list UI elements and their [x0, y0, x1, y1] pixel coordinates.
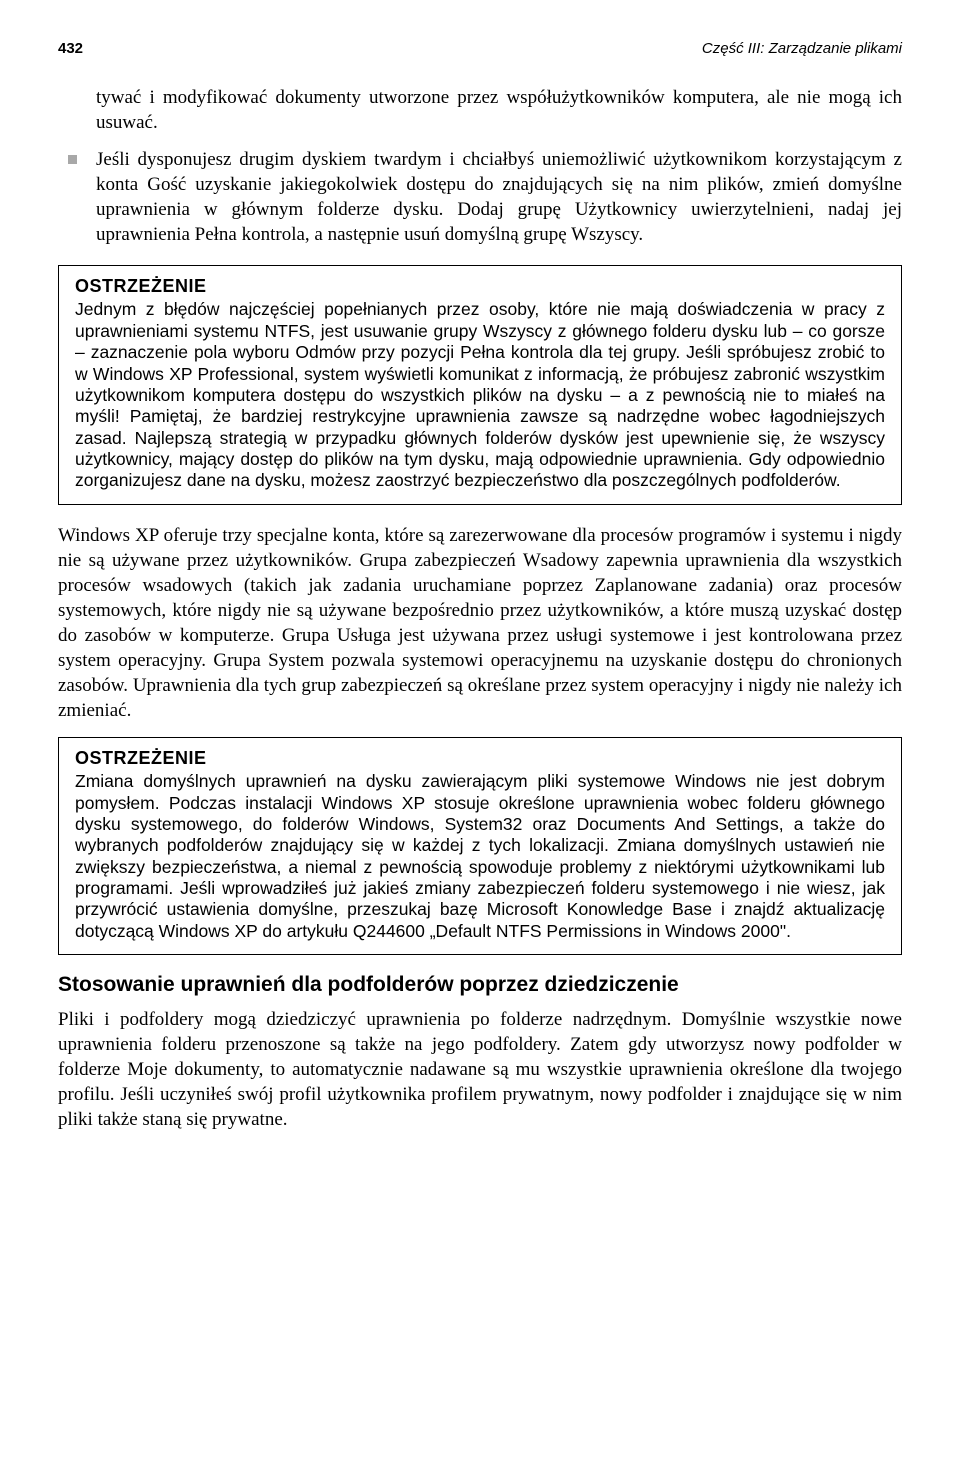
body-paragraph: Pliki i podfoldery mogą dziedziczyć upra… — [58, 1007, 902, 1132]
warning-title: OSTRZEŻENIE — [75, 748, 885, 769]
warning-title: OSTRZEŻENIE — [75, 276, 885, 297]
square-bullet-icon — [68, 155, 77, 164]
running-head: Część III: Zarządzanie plikami — [702, 40, 902, 57]
page-number: 432 — [58, 40, 83, 57]
page-container: 432 Część III: Zarządzanie plikami tywać… — [0, 0, 960, 1184]
warning-box-1: OSTRZEŻENIE Jednym z błędów najczęściej … — [58, 265, 902, 504]
warning-box-2: OSTRZEŻENIE Zmiana domyślnych uprawnień … — [58, 737, 902, 955]
warning-body: Zmiana domyślnych uprawnień na dysku zaw… — [75, 771, 885, 942]
bullet-item: Jeśli dysponujesz drugim dyskiem twardym… — [68, 147, 902, 247]
section-heading: Stosowanie uprawnień dla podfolderów pop… — [58, 973, 902, 997]
page-header: 432 Część III: Zarządzanie plikami — [58, 40, 902, 57]
bullet-text: Jeśli dysponujesz drugim dyskiem twardym… — [96, 147, 902, 247]
continuation-paragraph: tywać i modyfikować dokumenty utworzone … — [96, 85, 902, 135]
body-paragraph: Windows XP oferuje trzy specjalne konta,… — [58, 523, 902, 724]
warning-body: Jednym z błędów najczęściej popełnianych… — [75, 299, 885, 491]
